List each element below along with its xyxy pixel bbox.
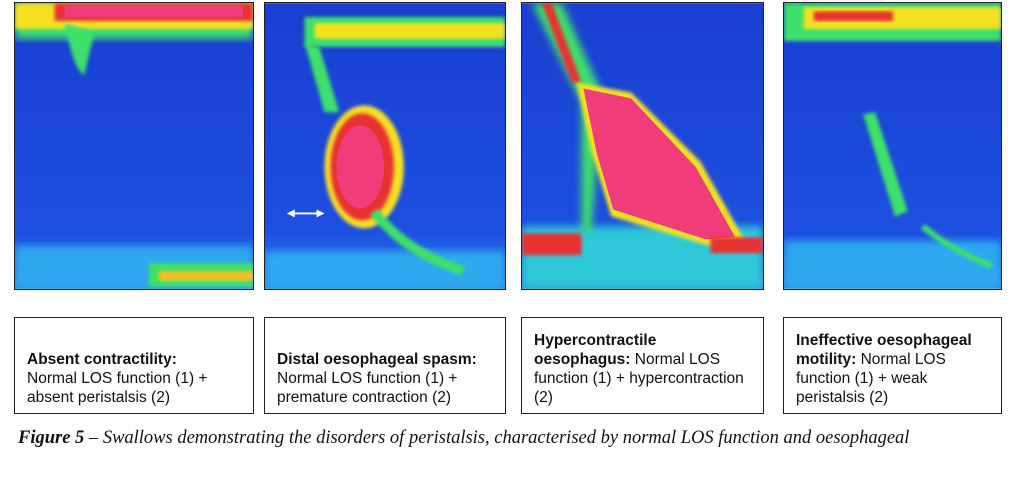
panel-label: Hypercontractile oesophagus: Normal LOS …	[521, 317, 764, 414]
panel-label: Ineffective oesophageal motility: Normal…	[783, 317, 1002, 414]
panel-heading: Ineffective oesophageal motility:	[796, 332, 972, 368]
caption-text: – Swallows demonstrating the disorders o…	[88, 428, 910, 448]
manometry-plot	[783, 2, 1002, 290]
panel-text: Normal LOS function (1) + weak peristals…	[796, 351, 946, 406]
panel-heading: Hypercontractile oesophagus:	[534, 332, 657, 368]
panel-text: Normal LOS function (1) + absent perista…	[27, 370, 208, 406]
panel-label: Absent contractility: Normal LOS function…	[14, 317, 254, 414]
manometry-plot	[521, 2, 764, 290]
manometry-plot	[264, 2, 506, 290]
panel-text: Normal LOS function (1) + hypercontracti…	[534, 351, 744, 406]
arrow-head	[286, 209, 325, 218]
panel-text: Normal LOS function (1) + premature cont…	[277, 370, 458, 406]
panel-heading: Distal oesophageal spasm:	[277, 351, 477, 368]
caption-label: Figure 5	[18, 428, 85, 448]
panel-heading: Absent contractility:	[27, 351, 177, 368]
figure-caption: Figure 5 – Swallows demonstrating the di…	[18, 428, 909, 449]
manometry-plot	[14, 2, 254, 290]
panel-label: Distal oesophageal spasm: Normal LOS fun…	[264, 317, 506, 414]
